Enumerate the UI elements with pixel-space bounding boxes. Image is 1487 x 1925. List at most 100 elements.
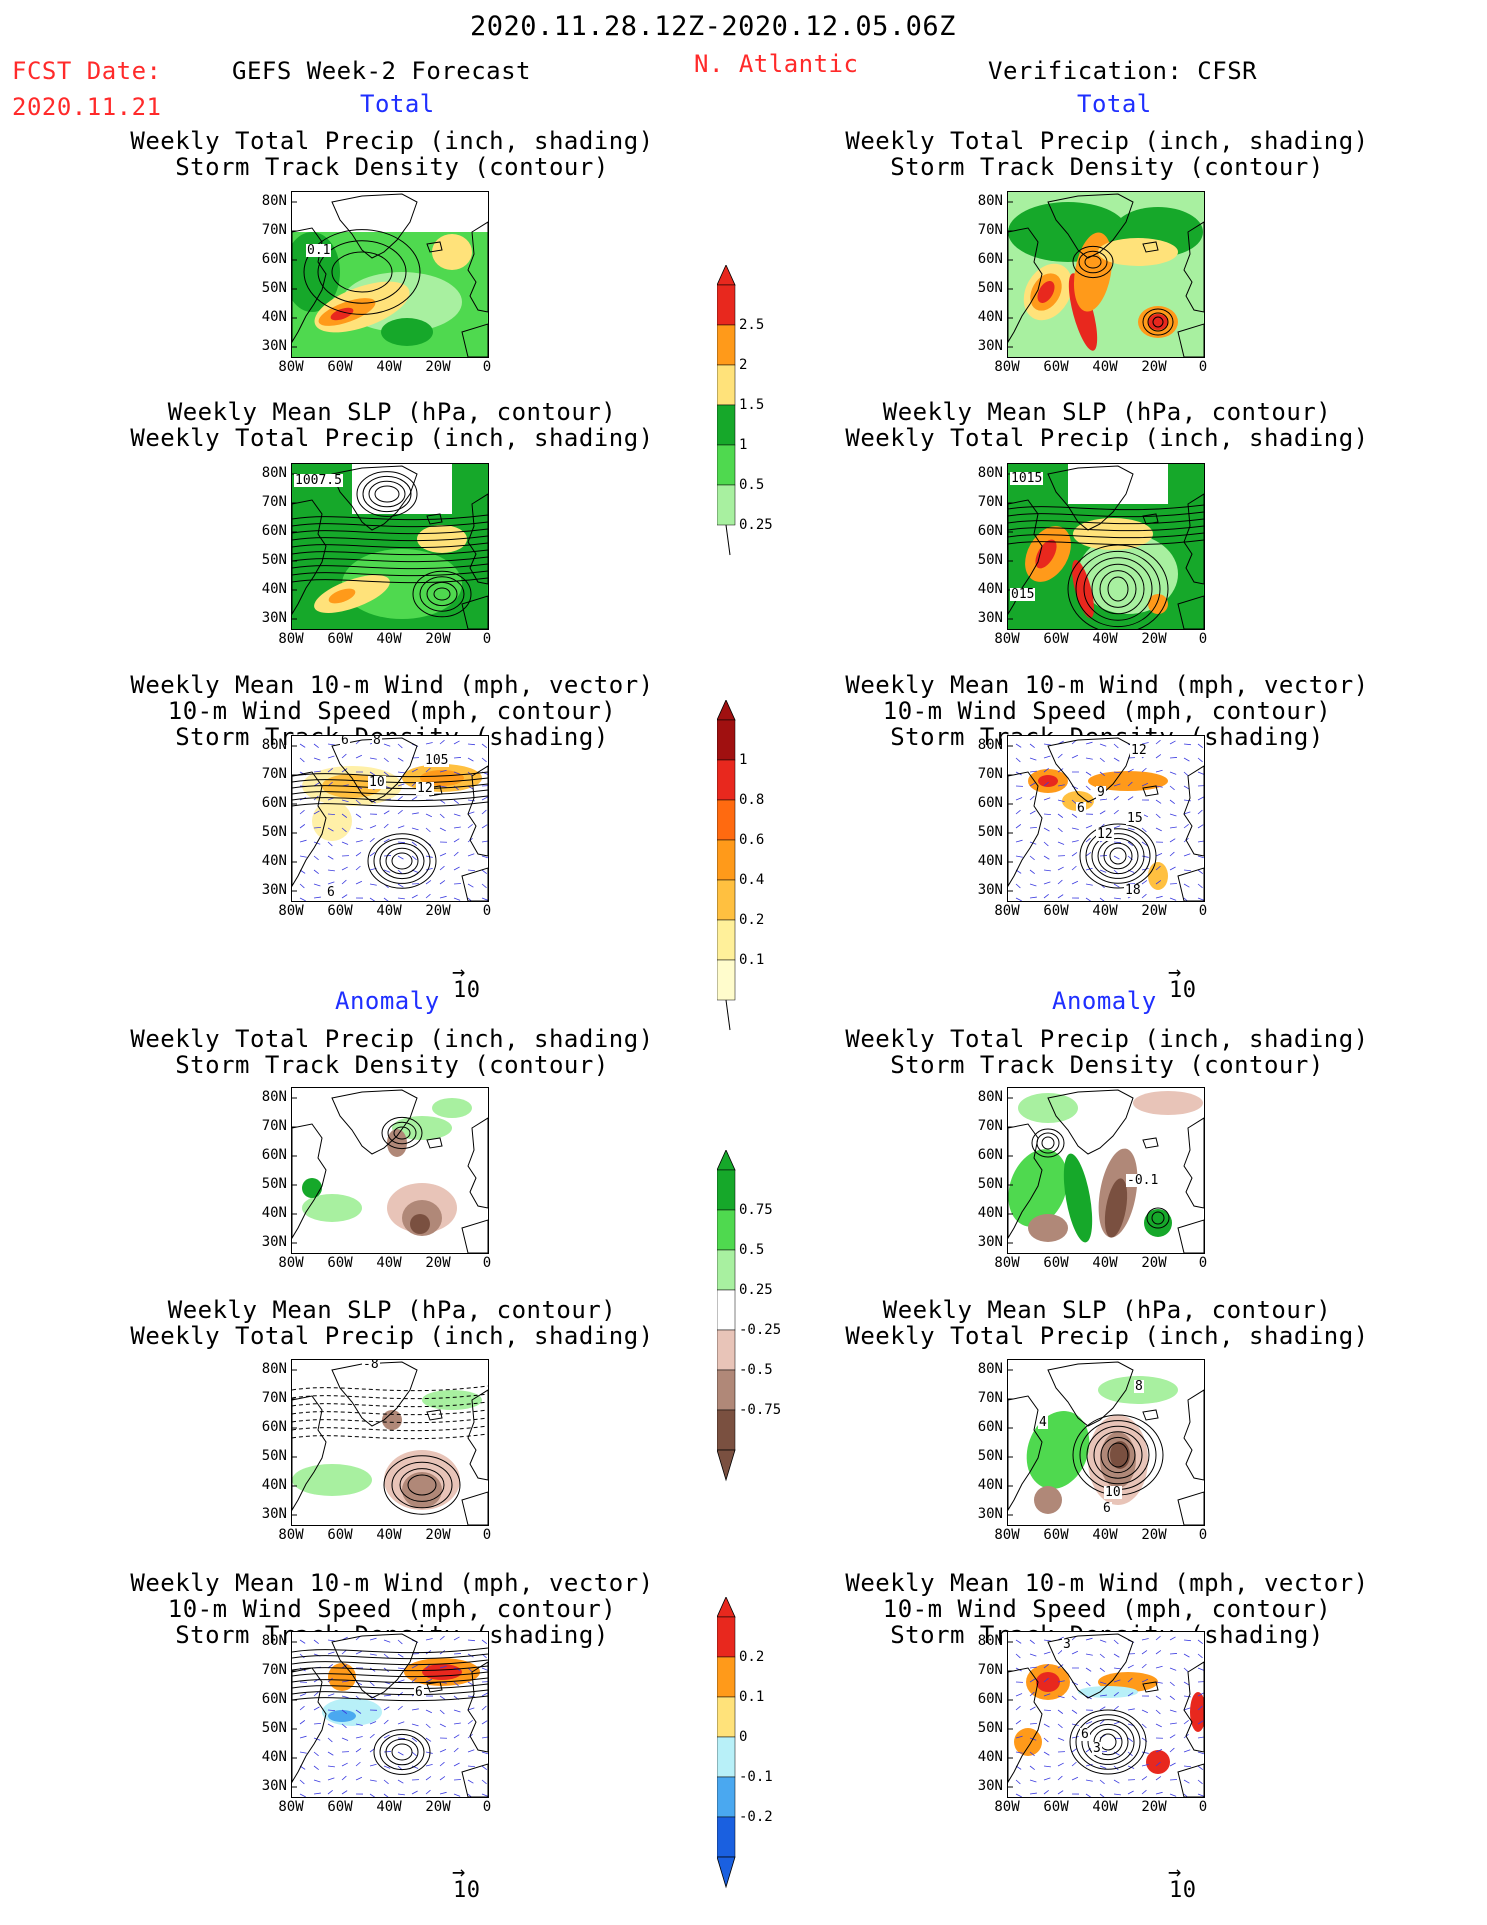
lat-tick-label: 40N xyxy=(261,1205,287,1221)
lat-tick-label: 30N xyxy=(977,338,1003,354)
lat-tick-label: 60N xyxy=(261,1147,287,1163)
lon-tick-label: 80W xyxy=(994,1527,1020,1543)
colorbar-storm_total xyxy=(717,700,736,1031)
map-panel-r-tot-wind: 12 9 6 15 12 18 xyxy=(1007,735,1205,902)
lon-tick-label: 60W xyxy=(1043,1527,1069,1543)
lon-tick-label: 40W xyxy=(376,631,402,647)
contour-label: -0.1 xyxy=(1126,1173,1160,1188)
lon-tick-label: 0 xyxy=(482,903,492,919)
lon-tick-label: 20W xyxy=(1141,903,1167,919)
lon-tick-label: 20W xyxy=(425,631,451,647)
lat-tick-label: 70N xyxy=(261,494,287,510)
lon-tick-label: 60W xyxy=(327,1799,353,1815)
lat-tick-label: 40N xyxy=(977,1749,1003,1765)
lat-tick-label: 30N xyxy=(261,1778,287,1794)
title-line: Weekly Total Precip (inch, shading) xyxy=(845,127,1369,155)
lon-tick-label: 20W xyxy=(1141,1527,1167,1543)
lon-tick-label: 80W xyxy=(994,1255,1020,1271)
lon-tick-label: 0 xyxy=(1198,631,1208,647)
lon-tick-label: 0 xyxy=(482,1527,492,1543)
lat-tick-label: 80N xyxy=(977,193,1003,209)
contour-label: 8 xyxy=(372,735,382,748)
lon-tick-label: 20W xyxy=(425,903,451,919)
title-r-tot-slp: Weekly Mean SLP (hPa, contour) Weekly Tot… xyxy=(787,399,1427,451)
contour-label: 105 xyxy=(424,753,450,768)
lon-tick-label: 20W xyxy=(1141,359,1167,375)
map-panel-r-anom-precip: -0.1 xyxy=(1007,1087,1205,1254)
colorbar-tick-label: 0.5 xyxy=(739,1242,765,1258)
lon-tick-label: 60W xyxy=(327,1527,353,1543)
contour-label: 0.1 xyxy=(306,243,332,258)
lon-tick-label: 80W xyxy=(278,359,304,375)
lat-tick-label: 60N xyxy=(977,795,1003,811)
title-r-anom-precip: Weekly Total Precip (inch, shading) Storm… xyxy=(787,1026,1427,1078)
lon-tick-label: 60W xyxy=(1043,903,1069,919)
title-line: Weekly Mean SLP (hPa, contour) xyxy=(882,398,1332,426)
title-line: Storm Track Density (contour) xyxy=(175,1051,609,1079)
lon-tick-label: 20W xyxy=(1141,631,1167,647)
contour-label: 10 xyxy=(368,775,386,790)
lon-tick-label: 80W xyxy=(278,631,304,647)
lon-tick-label: 0 xyxy=(482,1799,492,1815)
map-plot-r-tot-precip xyxy=(1008,192,1204,357)
lat-tick-label: 50N xyxy=(977,1176,1003,1192)
lat-tick-label: 40N xyxy=(977,1205,1003,1221)
title-line: Storm Track Density (contour) xyxy=(890,1051,1324,1079)
colorbar-precip_total xyxy=(717,265,736,556)
contour-label: 6 xyxy=(1076,801,1086,816)
colorbar-tick-label: 1 xyxy=(739,752,748,768)
lat-tick-label: 30N xyxy=(977,882,1003,898)
lon-tick-label: 20W xyxy=(1141,1799,1167,1815)
title-line: 10-m Wind Speed (mph, contour) xyxy=(882,1595,1332,1623)
lon-tick-label: 0 xyxy=(482,631,492,647)
colorbar-tick-label: 0.1 xyxy=(739,952,765,968)
lat-tick-label: 60N xyxy=(261,523,287,539)
colorbar-tick-label: 0.5 xyxy=(739,477,765,493)
lat-tick-label: 30N xyxy=(261,610,287,626)
colorbar-tick-label: 0.1 xyxy=(739,1689,765,1705)
lat-tick-label: 60N xyxy=(261,251,287,267)
lon-tick-label: 0 xyxy=(1198,1255,1208,1271)
lat-tick-label: 50N xyxy=(261,280,287,296)
contour-label: 15 xyxy=(1126,811,1144,826)
lat-tick-label: 80N xyxy=(261,737,287,753)
vector-ref-label: 10 xyxy=(453,1878,481,1903)
lat-tick-label: 60N xyxy=(977,1691,1003,1707)
lon-tick-label: 40W xyxy=(1092,903,1118,919)
map-plot-l-tot-wind xyxy=(292,736,488,901)
title-line: Weekly Mean 10-m Wind (mph, vector) xyxy=(130,671,654,699)
right-verification-title: Verification: CFSR xyxy=(988,57,1258,85)
vector-ref-label: 10 xyxy=(1169,1878,1197,1903)
colorbar-tick-label: -0.75 xyxy=(739,1402,782,1418)
colorbar-tick-label: 0.6 xyxy=(739,832,765,848)
lat-tick-label: 60N xyxy=(261,1419,287,1435)
title-line: Weekly Total Precip (inch, shading) xyxy=(845,424,1369,452)
colorbar-tick-label: -0.1 xyxy=(739,1769,773,1785)
lat-tick-label: 80N xyxy=(261,1633,287,1649)
colorbar-tick-label: -0.25 xyxy=(739,1322,782,1338)
map-plot-l-tot-precip xyxy=(292,192,488,357)
colorbar-precip_anom xyxy=(717,1150,736,1482)
lat-tick-label: 70N xyxy=(977,1390,1003,1406)
lon-tick-label: 40W xyxy=(376,1799,402,1815)
title-line: 10-m Wind Speed (mph, contour) xyxy=(167,697,617,725)
lat-tick-label: 60N xyxy=(977,523,1003,539)
map-panel-l-anom-slp: -8 xyxy=(291,1359,489,1526)
lat-tick-label: 80N xyxy=(261,465,287,481)
lat-tick-label: 30N xyxy=(977,1778,1003,1794)
lat-tick-label: 70N xyxy=(261,222,287,238)
lat-tick-label: 30N xyxy=(261,338,287,354)
colorbar-tick-label: 0 xyxy=(739,1729,748,1745)
lat-tick-label: 30N xyxy=(261,882,287,898)
lon-tick-label: 80W xyxy=(278,1527,304,1543)
lon-tick-label: 60W xyxy=(1043,631,1069,647)
lon-tick-label: 40W xyxy=(1092,359,1118,375)
colorbar-tick-label: 0.4 xyxy=(739,872,765,888)
lon-tick-label: 80W xyxy=(994,1799,1020,1815)
contour-label: 12 xyxy=(1130,743,1148,758)
lon-tick-label: 0 xyxy=(1198,1527,1208,1543)
map-plot-r-anom-precip xyxy=(1008,1088,1204,1253)
map-panel-l-anom-wind: 6 xyxy=(291,1631,489,1798)
contour-label: 6 xyxy=(326,885,336,900)
lat-tick-label: 40N xyxy=(261,853,287,869)
